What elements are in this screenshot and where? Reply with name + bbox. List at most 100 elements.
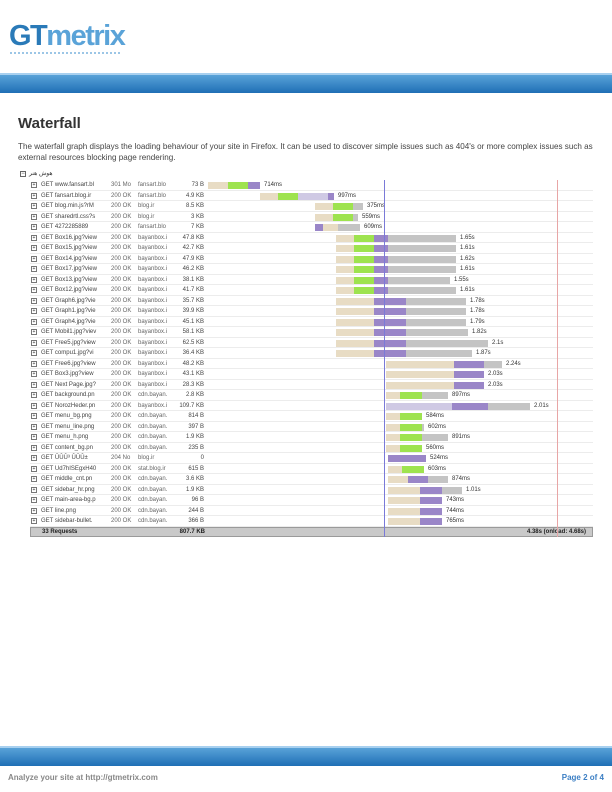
request-row[interactable]: + GET fansart.blog.ir 200 OK fansart.blo 4.9…	[30, 191, 593, 201]
request-row[interactable]: + GET menu_h.png 200 OK cdn.bayan. 1.9 KB 891…	[30, 432, 593, 443]
expand-icon[interactable]: +	[31, 423, 37, 430]
request-row[interactable]: + GET www.fansart.bl 301 Mo fansart.blo 73 B…	[30, 180, 593, 191]
timing-segment-wait	[336, 308, 374, 315]
request-domain: bayanbox.i	[138, 339, 168, 346]
request-domain: bayanbox.i	[138, 308, 168, 314]
request-status: 200 OK	[111, 371, 132, 377]
timing-segment-send	[420, 507, 442, 515]
request-row[interactable]: + GET ÛÛÛ³ ÛÛÛ± 204 No blog.ir 0 524ms	[30, 453, 593, 464]
collapse-icon[interactable]: −	[20, 170, 26, 177]
request-row[interactable]: + GET Box14.jpg?view 200 OK bayanbox.i 47.9 …	[30, 254, 593, 264]
expand-icon[interactable]: +	[31, 371, 37, 377]
request-url: GET Ud7hISEgxH40	[41, 465, 97, 472]
expand-icon[interactable]: +	[31, 245, 37, 251]
expand-icon[interactable]: +	[31, 486, 37, 493]
request-row[interactable]: + GET line.png 200 OK cdn.bayan. 244 B 744ms	[30, 506, 593, 516]
request-domain: blog.ir	[138, 213, 155, 220]
expand-icon[interactable]: +	[31, 329, 37, 335]
request-url: GET Graph6.jpg?vie	[41, 297, 96, 304]
request-row[interactable]: + GET Box13.jpg?view 200 OK bayanbox.i 38.1 …	[30, 275, 593, 285]
expand-icon[interactable]: +	[31, 507, 37, 514]
request-row[interactable]: + GET blog.min.js?rM 200 OK blog.ir 8.5 KB 37…	[30, 201, 593, 212]
expand-icon[interactable]: +	[31, 402, 37, 409]
timing-segment-send	[382, 350, 406, 357]
request-url: GET content_bg.pn	[41, 444, 93, 451]
expand-icon[interactable]: +	[31, 434, 37, 440]
logo-underline	[10, 52, 122, 54]
request-row[interactable]: + GET sidebar-bullet. 200 OK cdn.bayan. 366 …	[30, 516, 593, 527]
expand-icon[interactable]: +	[31, 350, 37, 356]
request-row[interactable]: + GET compu1.jpg?vi 200 OK bayanbox.i 36.4 K…	[30, 348, 593, 359]
request-status: 204 No	[111, 455, 131, 461]
expand-icon[interactable]: +	[31, 297, 37, 304]
request-url: GET www.fansart.bl	[41, 182, 94, 188]
request-row[interactable]: + GET Box17.jpg?view 200 OK bayanbox.i 46.2 …	[30, 264, 593, 275]
expand-icon[interactable]: +	[31, 308, 37, 314]
request-row[interactable]: + GET Box16.jpg?view 200 OK bayanbox.i 47.8 …	[30, 233, 593, 243]
request-row[interactable]: + GET Box15.jpg?view 200 OK bayanbox.i 42.7 …	[30, 243, 593, 254]
request-row[interactable]: + GET content_bg.pn 200 OK cdn.bayan. 235 B 5…	[30, 443, 593, 453]
expand-icon[interactable]: +	[31, 392, 37, 398]
expand-icon[interactable]: +	[31, 518, 37, 524]
expand-icon[interactable]: +	[31, 234, 37, 241]
request-row[interactable]: + GET Mobil1.jpg?viev 200 OK bayanbox.i 58.1…	[30, 327, 593, 338]
timeline-track: 1.61s	[208, 243, 593, 253]
request-url: GET menu_bg.png	[41, 413, 92, 419]
request-row[interactable]: + GET Graph1.jpg?vie 200 OK bayanbox.i 39.9 …	[30, 306, 593, 317]
expand-icon[interactable]: +	[31, 224, 37, 230]
request-row[interactable]: + GET menu_line.png 200 OK cdn.bayan. 397 B 6…	[30, 422, 593, 432]
expand-icon[interactable]: +	[31, 276, 37, 283]
request-url: GET Box3.jpg?view	[41, 371, 94, 377]
expand-icon[interactable]: +	[31, 287, 37, 293]
request-domain: bayanbox.i	[138, 297, 168, 304]
request-row[interactable]: + GET menu_bg.png 200 OK cdn.bayan. 814 B 584…	[30, 411, 593, 422]
expand-icon[interactable]: +	[31, 360, 37, 367]
page-number: Page 2 of 4	[561, 773, 604, 782]
expand-icon[interactable]: +	[31, 413, 37, 419]
request-row[interactable]: + GET 4272285889 200 OK fansart.blo 7 KB 609m…	[30, 222, 593, 233]
request-row[interactable]: + GET middle_cnt.pn 200 OK cdn.bayan. 3.6 KB…	[30, 474, 593, 485]
timing-segment-recv	[388, 266, 456, 273]
timeline-track: 609ms	[208, 222, 593, 232]
request-status: 200 OK	[111, 287, 132, 293]
expand-icon[interactable]: +	[31, 192, 37, 199]
request-row[interactable]: + GET Free6.jpg?view 200 OK bayanbox.i 48.2 …	[30, 359, 593, 369]
expand-icon[interactable]: +	[31, 182, 37, 188]
expand-icon[interactable]: +	[31, 213, 37, 220]
timeline-track: 714ms	[208, 180, 593, 190]
request-row[interactable]: + GET Free5.jpg?view 200 OK bayanbox.i 62.5 …	[30, 338, 593, 348]
timeline-track: 744ms	[208, 506, 593, 516]
timing-segment-connect	[354, 276, 374, 284]
expand-icon[interactable]: +	[31, 476, 37, 482]
timeline-track: 897ms	[208, 390, 593, 400]
expand-icon[interactable]: +	[31, 497, 37, 503]
request-row[interactable]: + GET Box3.jpg?view 200 OK bayanbox.i 43.1 K…	[30, 369, 593, 380]
request-row[interactable]: + GET Ud7hISEgxH40 200 OK stat.blog.ir 615 B…	[30, 464, 593, 474]
timing-segment-wait	[336, 339, 374, 347]
expand-icon[interactable]: +	[31, 339, 37, 346]
request-row[interactable]: + GET Box12.jpg?view 200 OK bayanbox.i 41.7 …	[30, 285, 593, 296]
request-row[interactable]: + GET Graph6.jpg?vie 200 OK bayanbox.i 35.7 …	[30, 296, 593, 306]
expand-icon[interactable]: +	[31, 255, 37, 262]
request-row[interactable]: + GET background.pn 200 OK cdn.bayan. 2.8 KB…	[30, 390, 593, 401]
request-row[interactable]: + GET Next Page.jpg? 200 OK bayanbox.i 28.3 …	[30, 380, 593, 390]
request-row[interactable]: + GET Graph4.jpg?vie 200 OK bayanbox.i 45.1 …	[30, 317, 593, 327]
request-status: 301 Mo	[111, 182, 132, 188]
request-row[interactable]: + GET sidebar_hr.png 200 OK cdn.bayan. 1.9 K…	[30, 485, 593, 495]
expand-icon[interactable]: +	[31, 266, 37, 272]
site-label: هوش هنر	[29, 171, 53, 177]
request-status: 200 OK	[111, 381, 132, 388]
request-time: 2.1s	[492, 339, 504, 346]
expand-icon[interactable]: +	[31, 455, 37, 461]
request-row[interactable]: + GET main-area-bg.p 200 OK cdn.bayan. 96 B 7…	[30, 495, 593, 506]
request-row[interactable]: + GET sharedrtl.css?s 200 OK blog.ir 3 KB 559…	[30, 212, 593, 222]
expand-icon[interactable]: +	[31, 465, 37, 472]
request-status: 200 OK	[111, 266, 132, 272]
footer-link-text[interactable]: Analyze your site at http://gtmetrix.com	[8, 773, 158, 782]
expand-icon[interactable]: +	[31, 318, 37, 325]
timeline-track: 1.62s	[208, 254, 593, 264]
request-row[interactable]: + GET NorozHeder.pn 200 OK bayanbox.i 109.7 …	[30, 401, 593, 411]
expand-icon[interactable]: +	[31, 444, 37, 451]
expand-icon[interactable]: +	[31, 203, 37, 209]
expand-icon[interactable]: +	[31, 381, 37, 388]
